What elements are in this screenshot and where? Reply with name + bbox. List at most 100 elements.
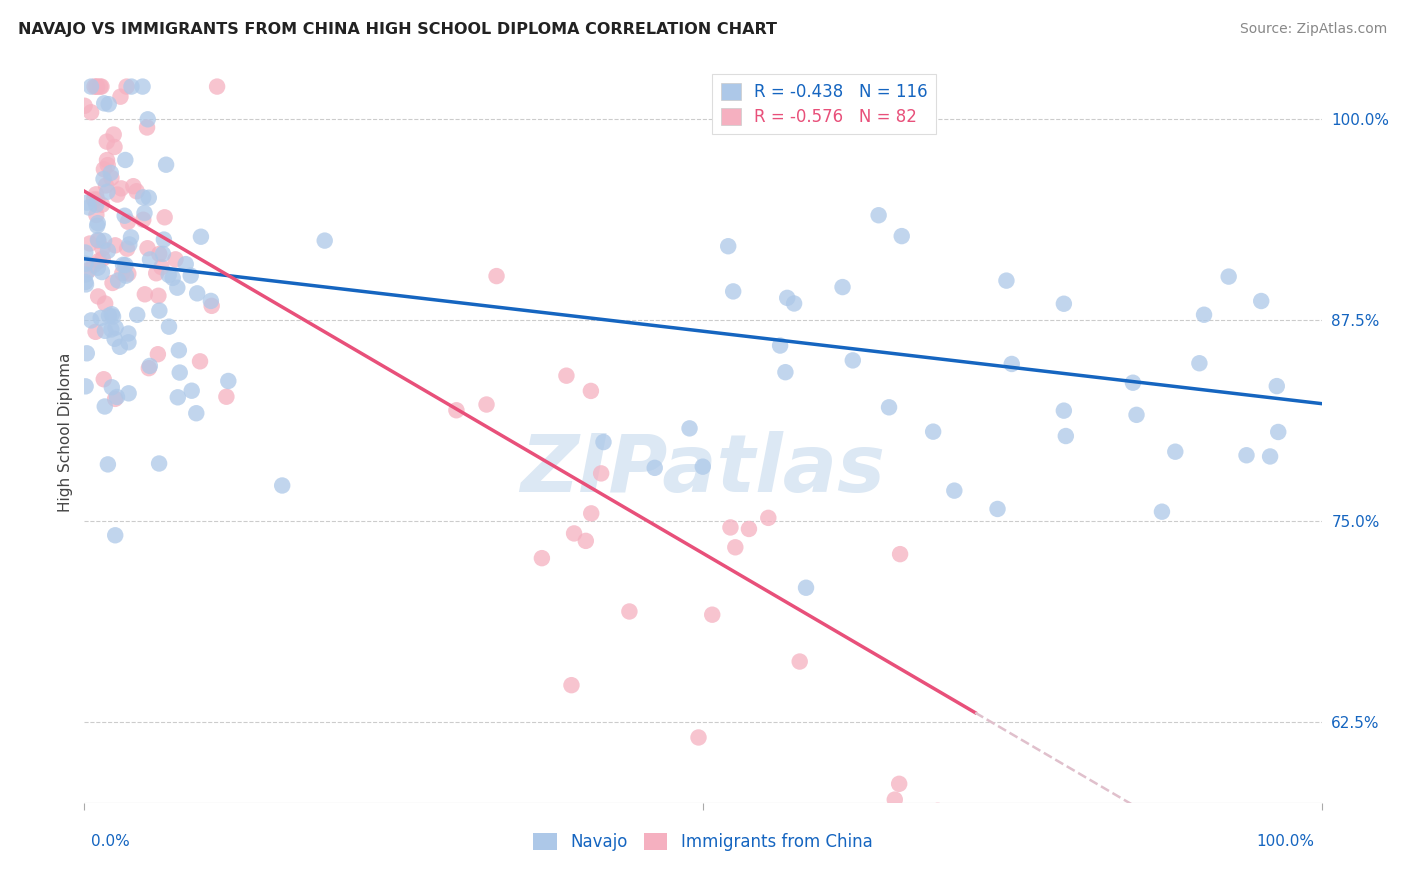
Point: [157, 319, 180, 334]
Point: [86, 208, 108, 222]
Point: [93, 234, 115, 248]
Point: [1150, 505, 1173, 519]
Point: [75, 268, 97, 282]
Point: [97, 458, 120, 472]
Point: [90, 198, 112, 212]
Point: [134, 206, 156, 220]
Point: [1053, 297, 1076, 311]
Point: [75, 245, 97, 260]
Point: [97, 244, 120, 258]
Point: [180, 268, 202, 283]
Y-axis label: High School Diploma: High School Diploma: [58, 353, 73, 512]
Point: [889, 547, 911, 561]
Point: [145, 266, 167, 280]
Point: [90, 310, 112, 325]
Point: [83, 258, 105, 272]
Point: [134, 287, 156, 301]
Point: [200, 293, 222, 308]
Point: [80, 79, 103, 94]
Point: [96, 153, 118, 167]
Point: [702, 607, 724, 622]
Point: [139, 359, 162, 373]
Point: [756, 511, 779, 525]
Point: [136, 241, 159, 255]
Point: [86, 193, 108, 207]
Point: [721, 285, 744, 299]
Point: [87, 234, 110, 248]
Point: [1267, 425, 1289, 439]
Point: [80, 313, 103, 327]
Point: [105, 187, 128, 202]
Point: [769, 338, 792, 352]
Point: [485, 269, 508, 284]
Point: [93, 162, 115, 177]
Point: [91, 242, 114, 256]
Point: [530, 551, 553, 566]
Point: [190, 229, 212, 244]
Point: [136, 112, 159, 127]
Point: [93, 96, 115, 111]
Point: [89, 79, 111, 94]
Point: [77, 201, 100, 215]
Point: [150, 260, 173, 274]
Point: [117, 335, 139, 350]
Point: [132, 212, 155, 227]
Point: [446, 403, 468, 417]
Point: [165, 252, 187, 267]
Point: [555, 368, 578, 383]
Point: [152, 247, 174, 261]
Point: [1001, 357, 1024, 371]
Point: [75, 379, 97, 393]
Point: [104, 332, 127, 346]
Point: [644, 460, 666, 475]
Point: [922, 425, 945, 439]
Point: [103, 128, 125, 142]
Point: [139, 252, 162, 267]
Point: [83, 193, 105, 207]
Point: [86, 79, 108, 94]
Point: [97, 309, 120, 323]
Point: [101, 307, 124, 321]
Point: [87, 253, 110, 268]
Point: [104, 238, 127, 252]
Point: [84, 198, 107, 212]
Text: ZIPatlas: ZIPatlas: [520, 431, 886, 508]
Point: [96, 135, 118, 149]
Point: [1054, 429, 1077, 443]
Point: [475, 398, 498, 412]
Point: [104, 528, 127, 542]
Point: [118, 237, 141, 252]
Point: [201, 299, 224, 313]
Point: [562, 526, 585, 541]
Point: [86, 79, 108, 94]
Point: [122, 179, 145, 194]
Point: [166, 390, 188, 404]
Point: [94, 400, 117, 414]
Point: [83, 79, 105, 94]
Point: [575, 533, 598, 548]
Point: [789, 655, 811, 669]
Point: [1265, 379, 1288, 393]
Point: [794, 581, 817, 595]
Point: [148, 247, 170, 261]
Point: [110, 181, 132, 195]
Point: [1125, 408, 1147, 422]
Point: [132, 190, 155, 204]
Point: [581, 507, 603, 521]
Point: [1122, 376, 1144, 390]
Point: [117, 267, 139, 281]
Point: [776, 291, 799, 305]
Text: NAVAJO VS IMMIGRANTS FROM CHINA HIGH SCHOOL DIPLOMA CORRELATION CHART: NAVAJO VS IMMIGRANTS FROM CHINA HIGH SCH…: [18, 22, 778, 37]
Point: [127, 308, 149, 322]
Point: [842, 353, 865, 368]
Point: [100, 166, 122, 180]
Point: [87, 216, 110, 230]
Point: [101, 380, 124, 394]
Point: [738, 522, 761, 536]
Point: [688, 731, 710, 745]
Point: [114, 209, 136, 223]
Point: [114, 258, 136, 272]
Point: [1218, 269, 1240, 284]
Point: [995, 274, 1018, 288]
Point: [84, 325, 107, 339]
